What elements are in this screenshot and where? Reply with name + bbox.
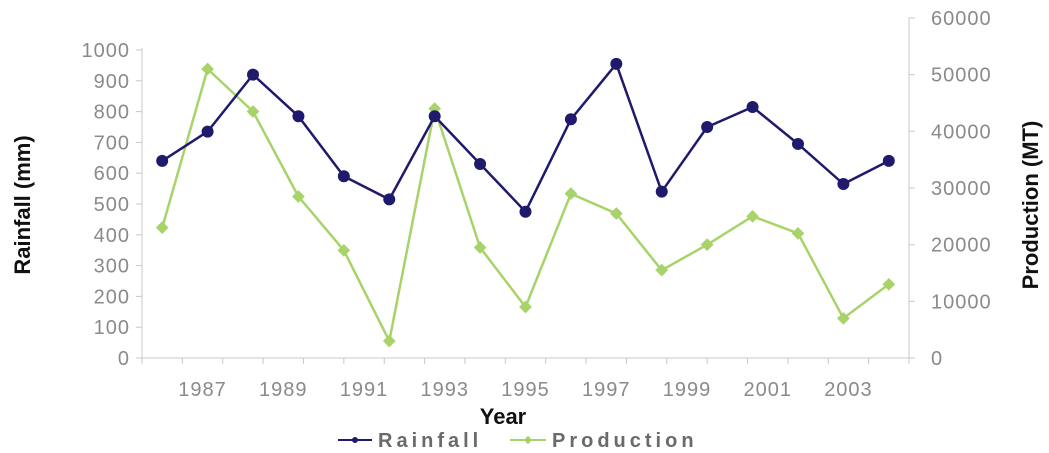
left-tick-label: 0 — [118, 348, 130, 370]
right-tick-label: 20000 — [931, 235, 992, 257]
rainfall-line — [161, 62, 890, 213]
x-tick-label: 1987 — [178, 379, 227, 401]
right-tick-label: 40000 — [931, 121, 992, 143]
rainfall-point — [701, 121, 714, 133]
series-rainfall — [156, 57, 895, 218]
left-tick-label: 1000 — [82, 40, 131, 62]
rainfall-point — [610, 57, 623, 70]
left-tick-label: 200 — [94, 286, 130, 308]
left-tick-label: 800 — [94, 102, 130, 124]
production-point — [473, 241, 487, 254]
production-point — [292, 190, 305, 203]
x-tick-label: 1999 — [663, 379, 712, 401]
production-point — [564, 187, 578, 201]
legend-marker-production — [523, 435, 533, 445]
left-tick-label: 100 — [94, 317, 130, 339]
rainfall-point — [156, 154, 169, 167]
rainfall-point — [882, 154, 895, 167]
x-tick-label: 2001 — [743, 379, 792, 401]
x-tick-label: 1991 — [340, 379, 389, 401]
rainfall-point — [201, 125, 214, 138]
x-tick-label: 1993 — [421, 379, 470, 401]
production-point — [791, 226, 805, 240]
x-axis-ticks: 1987 1989 1991 1993 1995 1997 1999 2001 2003 — [141, 358, 910, 401]
rainfall-point — [791, 137, 804, 150]
rainfall-point — [655, 185, 668, 198]
rainfall-point — [474, 157, 487, 170]
legend-label-production: Production — [552, 430, 698, 452]
production-point — [746, 209, 759, 223]
legend-item-production: Production — [510, 430, 698, 452]
rainfall-point — [746, 100, 759, 113]
x-axis-title: Year — [480, 404, 527, 429]
production-point — [337, 243, 351, 257]
y-axis-left-title: Rainfall (mm) — [10, 135, 35, 274]
production-point — [155, 221, 169, 235]
rainfall-point — [292, 110, 305, 123]
legend-item-rainfall: Rainfall — [338, 430, 482, 452]
left-tick-label: 700 — [94, 132, 130, 154]
left-tick-label: 300 — [94, 256, 130, 278]
right-tick-label: 30000 — [931, 178, 992, 200]
right-axis-ticks: 0 10000 20000 30000 40000 50000 60000 — [909, 8, 992, 370]
production-line — [160, 67, 890, 343]
production-point — [700, 238, 714, 252]
production-point — [246, 105, 260, 118]
legend-marker-rainfall — [352, 437, 358, 443]
right-tick-label: 0 — [931, 348, 943, 370]
x-tick-label: 1995 — [501, 379, 550, 401]
x-tick-label: 1989 — [259, 379, 308, 401]
x-tick-label: 1997 — [582, 379, 631, 401]
right-tick-label: 10000 — [931, 291, 992, 313]
right-tick-label: 50000 — [931, 65, 992, 87]
rainfall-point — [247, 68, 260, 81]
series-layer — [155, 57, 896, 348]
x-tick-label: 2003 — [824, 379, 873, 401]
left-tick-label: 500 — [94, 194, 130, 216]
legend: Rainfall Production — [338, 430, 698, 452]
right-tick-label: 60000 — [931, 8, 992, 30]
rainfall-point — [337, 170, 350, 183]
series-production — [155, 62, 896, 348]
rainfall-point — [428, 110, 441, 123]
production-point — [382, 334, 396, 348]
left-tick-label: 900 — [94, 71, 130, 93]
left-axis-ticks: 0 100 200 300 400 500 600 700 800 900 1000 — [82, 40, 142, 370]
y-axis-right-title: Production (MT) — [1018, 121, 1043, 290]
rainfall-point — [383, 193, 396, 206]
production-point — [201, 62, 214, 76]
legend-label-rainfall: Rainfall — [378, 430, 482, 452]
rainfall-point — [519, 205, 532, 218]
left-tick-label: 400 — [94, 225, 130, 247]
rainfall-point — [837, 177, 850, 190]
rainfall-point — [564, 113, 577, 126]
left-tick-label: 600 — [94, 163, 130, 185]
